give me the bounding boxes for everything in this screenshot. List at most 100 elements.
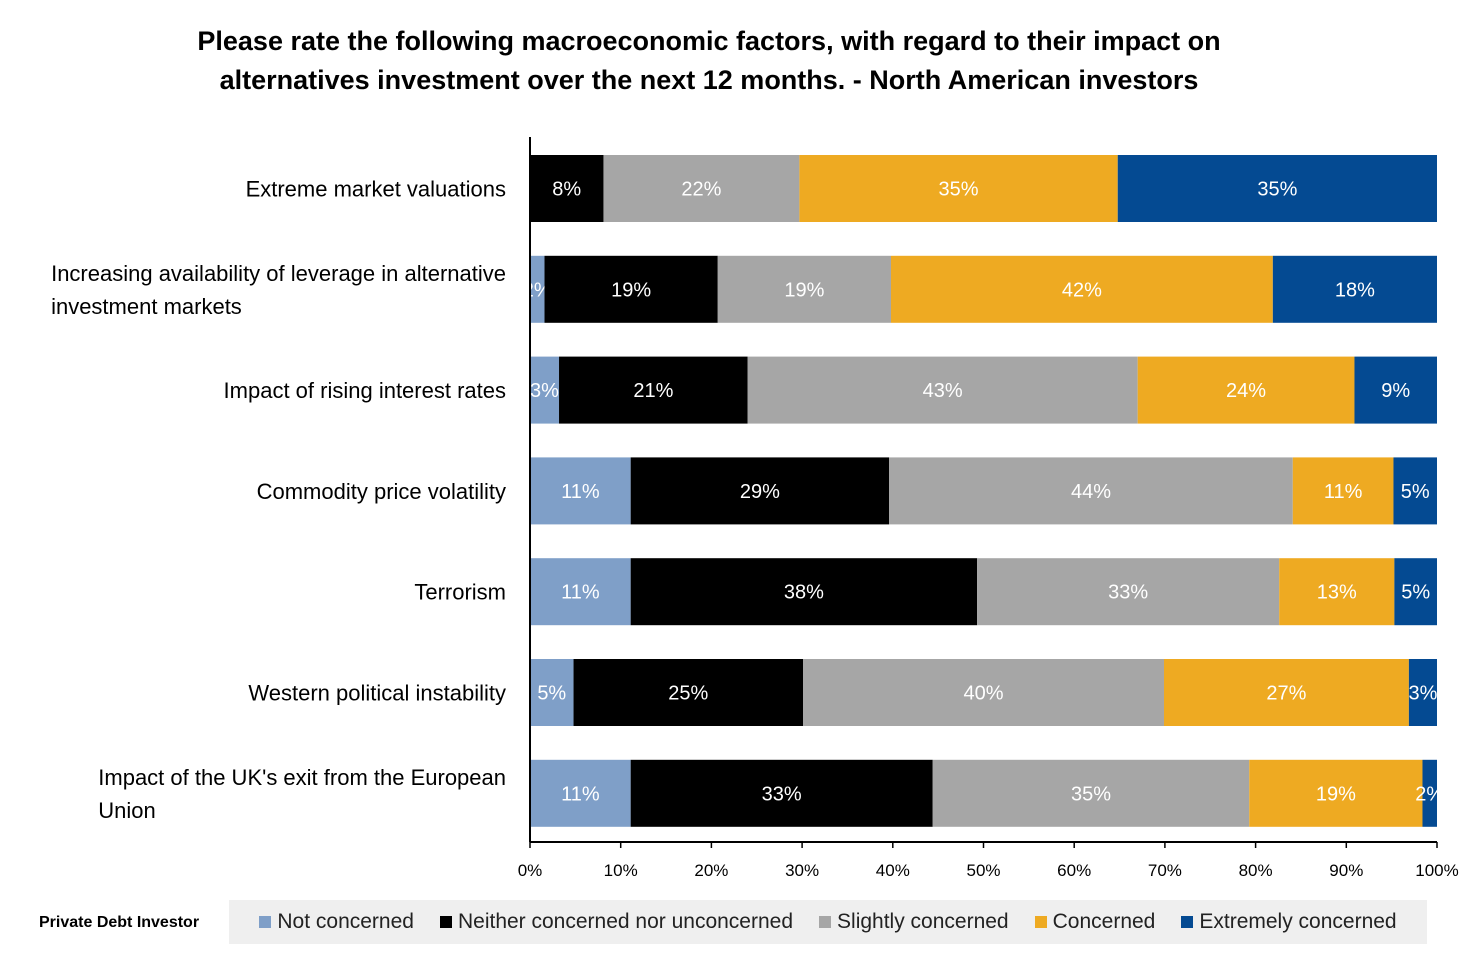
category-label-5-0: Western political instability: [248, 681, 506, 706]
x-tick-label-0: 0%: [518, 861, 543, 880]
bar-segment-1-3: [890, 255, 1273, 323]
x-tick-label-5: 50%: [966, 861, 1000, 880]
data-label-1-1: 19%: [611, 279, 651, 301]
bar-segment-5-2: [803, 659, 1164, 726]
data-label-3-1: 29%: [740, 481, 780, 503]
legend-label-0: Not concerned: [277, 910, 414, 933]
chart-title-line-1: Please rate the following macroeconomic …: [197, 26, 1221, 56]
legend-item-3: Concerned: [1034, 910, 1156, 934]
bar-segment-2-1: [559, 356, 748, 424]
bar-segment-6-4: [1422, 759, 1437, 827]
x-tick-label-9: 90%: [1329, 861, 1363, 880]
legend-label-4: Extremely concerned: [1199, 910, 1397, 933]
bar-segment-0-3: [799, 155, 1118, 222]
data-label-5-0: 5%: [537, 683, 566, 705]
x-tick-label-1: 10%: [604, 861, 638, 880]
bar-segment-5-4: [1408, 659, 1437, 726]
data-label-2-1: 21%: [633, 380, 673, 402]
category-label-6-0: Impact of the UK's exit from the Europea…: [98, 765, 506, 790]
x-tick-label-8: 80%: [1239, 861, 1273, 880]
bar-segment-0-1: [530, 155, 604, 222]
data-label-4-3: 13%: [1317, 582, 1357, 604]
category-label-2-0: Impact of rising interest rates: [224, 378, 506, 403]
data-label-6-3: 19%: [1316, 783, 1356, 805]
category-label-0-0: Extreme market valuations: [246, 177, 506, 202]
bar-segment-2-0: [530, 356, 560, 424]
data-label-4-0: 11%: [561, 582, 600, 604]
data-label-5-2: 40%: [963, 683, 1003, 705]
legend-item-0: Not concerned: [259, 910, 414, 934]
x-tick-label-6: 60%: [1057, 861, 1091, 880]
legend-item-2: Slightly concerned: [819, 910, 1009, 934]
legend-swatch-0: [259, 916, 272, 928]
x-tick-label-7: 70%: [1148, 861, 1182, 880]
bar-segment-3-0: [530, 457, 631, 525]
category-label-6-1: Union: [98, 798, 155, 823]
data-label-6-1: 33%: [762, 783, 802, 805]
bar-segment-4-4: [1394, 558, 1437, 626]
bar-segment-0-4: [1117, 155, 1437, 222]
legend-label-3: Concerned: [1052, 910, 1156, 933]
chart-title: Please rate the following macroeconomic …: [0, 22, 1418, 100]
category-label-1-1: investment markets: [51, 294, 242, 319]
bar-segment-1-2: [717, 255, 891, 323]
data-label-3-0: 11%: [561, 481, 600, 503]
source-label: Private Debt Investor: [39, 914, 200, 931]
bar-segment-6-1: [630, 759, 933, 827]
data-label-0-4: 35%: [1257, 179, 1297, 201]
legend-label-2: Slightly concerned: [837, 910, 1009, 933]
legend-item-4: Extremely concerned: [1181, 910, 1397, 934]
x-tick-label-3: 30%: [785, 861, 819, 880]
data-label-0-3: 35%: [939, 179, 979, 201]
legend-swatch-3: [1034, 916, 1047, 928]
bar-segment-6-3: [1249, 759, 1423, 827]
bar-segment-5-0: [530, 659, 574, 726]
bar-segment-5-1: [573, 659, 804, 726]
data-label-5-3: 27%: [1266, 683, 1306, 705]
bar-segment-2-4: [1354, 356, 1437, 424]
category-label-1-0: Increasing availability of leverage in a…: [51, 261, 506, 286]
data-label-1-3: 42%: [1062, 279, 1102, 301]
bar-segment-4-3: [1279, 558, 1395, 626]
data-label-6-0: 11%: [561, 783, 600, 805]
legend-swatch-2: [819, 916, 832, 928]
bar-segment-1-1: [544, 255, 718, 323]
data-label-3-4: 5%: [1401, 481, 1430, 503]
data-label-2-2: 43%: [923, 380, 963, 402]
legend-swatch-1: [439, 916, 452, 928]
data-label-1-2: 19%: [784, 279, 824, 301]
bar-segment-1-0: [530, 255, 545, 323]
data-label-3-3: 11%: [1324, 481, 1363, 503]
x-tick-label-10: 100%: [1415, 861, 1458, 880]
x-tick-label-2: 20%: [694, 861, 728, 880]
data-label-6-4: 2%: [1415, 783, 1444, 805]
data-label-4-2: 33%: [1108, 582, 1148, 604]
bar-segment-0-2: [603, 155, 800, 222]
data-label-0-1: 8%: [552, 179, 581, 201]
data-label-4-1: 38%: [784, 582, 824, 604]
stacked-bar-chart: 8% 22% 35% 35% Extreme market valuations 2% 19…: [51, 137, 1459, 880]
data-label-2-3: 24%: [1226, 380, 1266, 402]
data-label-5-4: 3%: [1408, 683, 1437, 705]
legend-item-1: Neither concerned nor unconcerned: [439, 910, 794, 934]
bar-segment-3-1: [630, 457, 890, 525]
data-label-3-2: 44%: [1071, 481, 1111, 503]
data-label-4-4: 5%: [1401, 582, 1430, 604]
data-label-0-2: 22%: [681, 179, 721, 201]
bar-segment-2-3: [1137, 356, 1355, 424]
category-label-4-0: Terrorism: [414, 580, 506, 605]
bar-segment-2-2: [747, 356, 1138, 424]
legend-swatch-4: [1181, 916, 1194, 928]
bar-segment-6-0: [530, 759, 631, 827]
bar-segment-4-2: [977, 558, 1280, 626]
data-label-2-4: 9%: [1381, 380, 1410, 402]
chart-legend: Not concerned Neither concerned nor uncon…: [229, 900, 1427, 944]
bar-segment-3-4: [1393, 457, 1437, 525]
data-label-5-1: 25%: [668, 683, 708, 705]
x-tick-label-4: 40%: [876, 861, 910, 880]
legend-label-1: Neither concerned nor unconcerned: [457, 910, 794, 933]
data-label-6-2: 35%: [1071, 783, 1111, 805]
bar-segment-4-0: [530, 558, 631, 626]
bar-segment-3-3: [1292, 457, 1394, 525]
bar-segment-3-2: [889, 457, 1293, 525]
